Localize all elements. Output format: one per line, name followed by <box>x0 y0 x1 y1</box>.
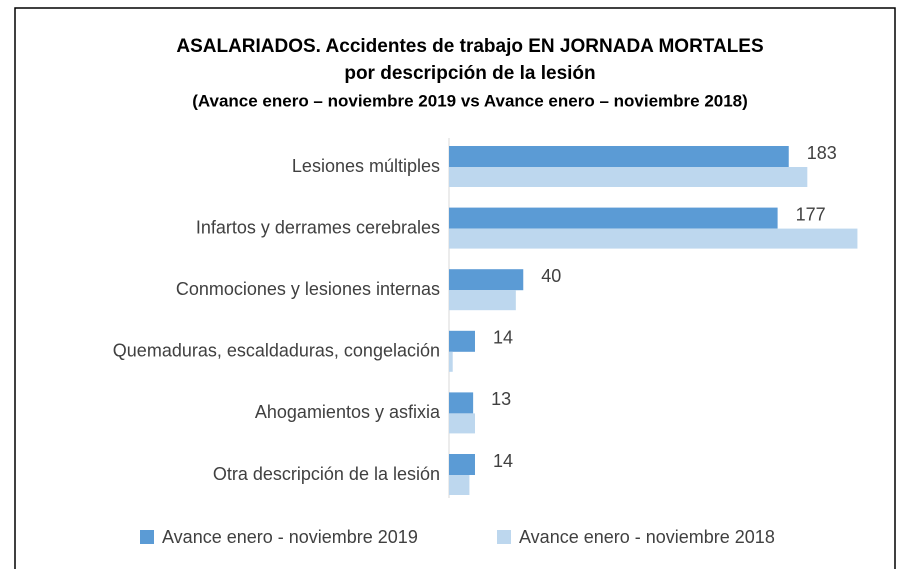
chart-title: ASALARIADOS. Accidentes de trabajo EN JO… <box>176 36 763 57</box>
bar <box>449 454 475 475</box>
bar <box>449 351 453 372</box>
y-tick-label: Conmociones y lesiones internas <box>176 279 440 299</box>
y-tick-label: Infartos y derrames cerebrales <box>196 217 440 237</box>
y-tick-label: Otra descripción de la lesión <box>213 464 440 484</box>
data-label: 40 <box>541 266 561 286</box>
bar <box>449 146 789 167</box>
chart-subtitle: (Avance enero – noviembre 2019 vs Avance… <box>192 91 748 110</box>
data-label: 177 <box>796 204 826 224</box>
legend-label: Avance enero - noviembre 2018 <box>519 527 775 547</box>
legend-label: Avance enero - noviembre 2019 <box>162 527 418 547</box>
bar <box>449 290 516 311</box>
bar <box>449 228 858 249</box>
bar <box>449 475 470 495</box>
data-label: 183 <box>807 143 837 163</box>
legend-swatch <box>140 530 154 544</box>
chart-title-line2: por descripción de la lesión <box>344 63 595 84</box>
data-label: 14 <box>493 328 513 348</box>
bar <box>449 167 808 187</box>
bar <box>449 269 524 291</box>
bar <box>449 392 474 414</box>
legend-swatch <box>497 530 511 544</box>
y-tick-label: Quemaduras, escaldaduras, congelación <box>113 341 440 361</box>
y-tick-label: Ahogamientos y asfixia <box>255 402 441 422</box>
bar <box>449 330 475 352</box>
y-tick-label: Lesiones múltiples <box>292 156 440 176</box>
bar <box>449 207 778 229</box>
bar <box>449 413 475 434</box>
data-label: 13 <box>491 389 511 409</box>
data-label: 14 <box>493 451 513 471</box>
